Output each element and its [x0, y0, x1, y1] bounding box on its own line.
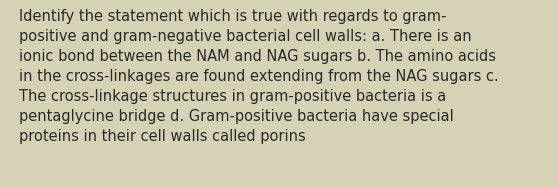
Text: Identify the statement which is true with regards to gram-
positive and gram-neg: Identify the statement which is true wit… — [20, 9, 499, 144]
